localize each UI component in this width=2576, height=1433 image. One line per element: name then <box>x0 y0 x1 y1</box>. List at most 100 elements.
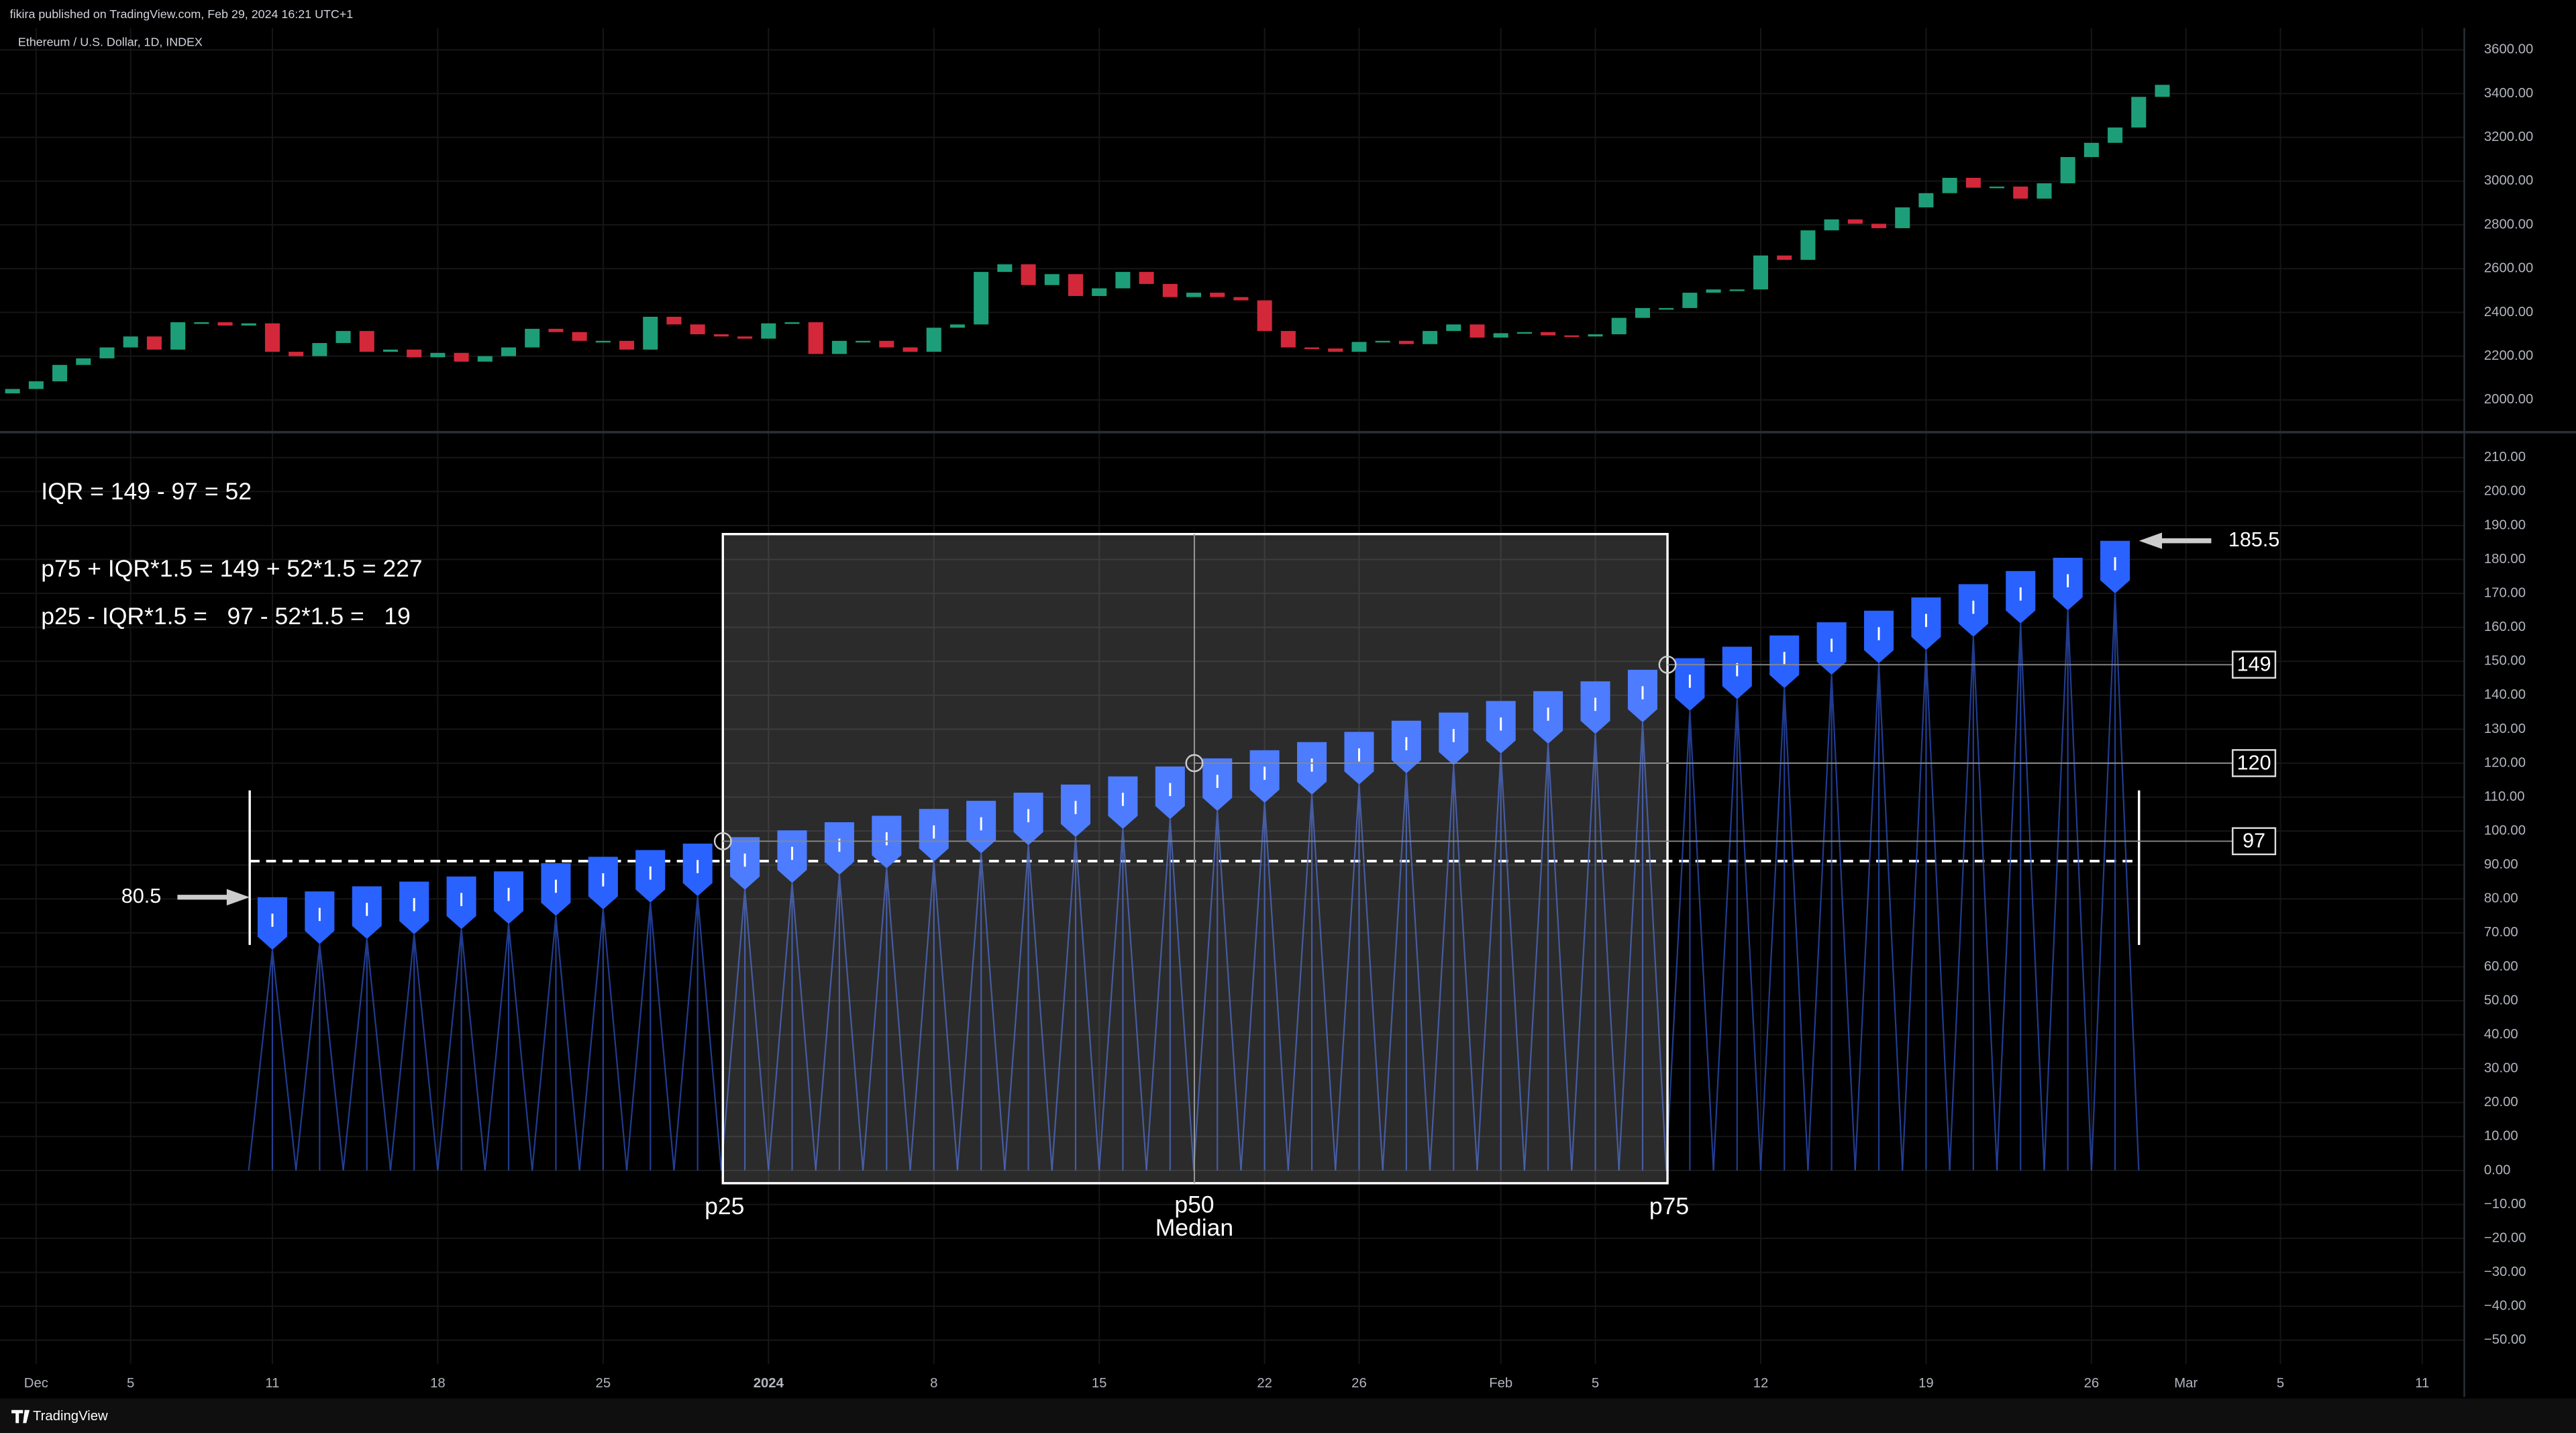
candle-body <box>1588 334 1603 337</box>
candle-body <box>217 322 233 326</box>
marker-glyph <box>460 893 463 906</box>
callout-label: 185.5 <box>2228 528 2280 551</box>
marker-glyph <box>791 846 793 860</box>
connector <box>1240 803 1289 1171</box>
reference-label-box <box>2232 650 2277 679</box>
marker-glyph <box>2019 587 2022 601</box>
brand: TradingView <box>33 1409 108 1424</box>
y-tick-label: 0.00 <box>2484 1163 2511 1177</box>
marker-glyph <box>1831 638 1833 652</box>
marker-glyph <box>271 913 274 927</box>
x-tick-label: 19 <box>1918 1376 1934 1391</box>
footer-bar <box>0 1398 2576 1433</box>
marker-glyph <box>1500 717 1502 731</box>
y-tick-label: 3400.00 <box>2484 86 2533 101</box>
x-tick-label: 15 <box>1092 1376 1107 1391</box>
annotation: p25 - IQR*1.5 = 97 - 52*1.5 = 19 <box>41 603 411 630</box>
x-tick-label: Feb <box>1489 1376 1512 1391</box>
connector <box>1712 699 1762 1171</box>
connector <box>484 924 533 1171</box>
marker-glyph <box>507 887 510 901</box>
marker-glyph <box>1736 662 1739 677</box>
y-tick-label: 2400.00 <box>2484 305 2533 319</box>
candle-body <box>5 389 20 394</box>
marker-glyph <box>743 853 746 867</box>
y-tick-label: 120.00 <box>2484 755 2526 770</box>
connector <box>1618 722 1667 1171</box>
candle-body <box>1918 193 1934 207</box>
candle-body <box>2083 142 2099 157</box>
x-tick-label: 11 <box>2415 1376 2429 1391</box>
candle-body <box>2060 156 2075 184</box>
candle-body <box>949 324 965 328</box>
candle-body <box>1280 331 1296 348</box>
grid: 2000.00 2200.00 2400.00 2600.00 2800.00 3000.… <box>0 28 2533 1391</box>
candle-body <box>1092 288 1107 296</box>
candle-body <box>382 349 398 352</box>
connector <box>2043 610 2093 1171</box>
y-tick-label: 80.00 <box>2484 891 2518 906</box>
marker-glyph <box>1310 758 1313 772</box>
candle-body <box>170 322 186 350</box>
candle-body <box>974 272 989 325</box>
candle-body <box>856 340 871 343</box>
candle-body <box>1493 333 1508 338</box>
candle-body <box>2108 127 2123 143</box>
percentile-point <box>1658 655 1677 674</box>
candle-body <box>312 343 327 356</box>
candle-body <box>713 334 729 337</box>
candle-body <box>1541 332 1556 336</box>
marker-glyph <box>1688 675 1691 688</box>
candle-body <box>1115 272 1131 289</box>
candle-body <box>997 264 1013 273</box>
candle-body <box>548 328 564 332</box>
candle-body <box>501 347 517 356</box>
candle-body <box>1659 307 1674 310</box>
marker-glyph <box>1972 600 1975 614</box>
y-tick-label: 50.00 <box>2484 993 2518 1007</box>
marker-glyph <box>366 903 368 916</box>
marker-glyph <box>1264 767 1266 780</box>
reference-label-box <box>2232 749 2277 777</box>
callout-arrow <box>2139 532 2212 549</box>
candle-body <box>1895 207 1910 228</box>
x-tick-label: 8 <box>930 1376 937 1391</box>
y-tick-label: 170.00 <box>2484 585 2526 600</box>
median-label: Median <box>1155 1214 1233 1241</box>
annotation: p75 + IQR*1.5 = 149 + 52*1.5 = 227 <box>41 555 422 582</box>
reference-label: 149 <box>2237 653 2271 676</box>
candle-body <box>76 358 91 365</box>
y-tick-label: 2000.00 <box>2484 392 2533 407</box>
candle-body <box>1824 219 1839 231</box>
y-tick-label: 190.00 <box>2484 517 2526 532</box>
candle-body <box>1257 300 1272 332</box>
y-tick-label: −50.00 <box>2484 1332 2526 1347</box>
logo <box>11 1410 30 1424</box>
marker-glyph <box>1405 737 1408 750</box>
y-tick-label: 130.00 <box>2484 722 2526 736</box>
candle-body <box>1162 284 1178 297</box>
candle-body <box>1729 289 1745 291</box>
connector <box>1854 663 1904 1171</box>
marker-glyph <box>1074 801 1077 814</box>
marker-glyph <box>697 860 699 873</box>
candle-body <box>1777 255 1792 260</box>
candle-body <box>336 331 351 344</box>
reference-label: 120 <box>2237 751 2271 774</box>
candle-body <box>194 322 209 324</box>
candle-body <box>1423 331 1438 344</box>
marker-glyph <box>649 866 652 880</box>
y-tick-label: 160.00 <box>2484 620 2526 634</box>
x-tick-label: 5 <box>127 1376 134 1391</box>
x-tick-label: 25 <box>596 1376 611 1391</box>
callout-label: 80.5 <box>121 885 162 907</box>
candle-body <box>1800 230 1816 260</box>
connector <box>1523 744 1573 1171</box>
connector <box>1335 784 1384 1171</box>
marker-glyph <box>1357 748 1360 762</box>
marker-glyph <box>1169 783 1172 797</box>
connector <box>389 934 439 1171</box>
candle-body <box>595 340 611 343</box>
candle-body <box>1186 293 1202 297</box>
y-tick-label: 180.00 <box>2484 552 2526 566</box>
